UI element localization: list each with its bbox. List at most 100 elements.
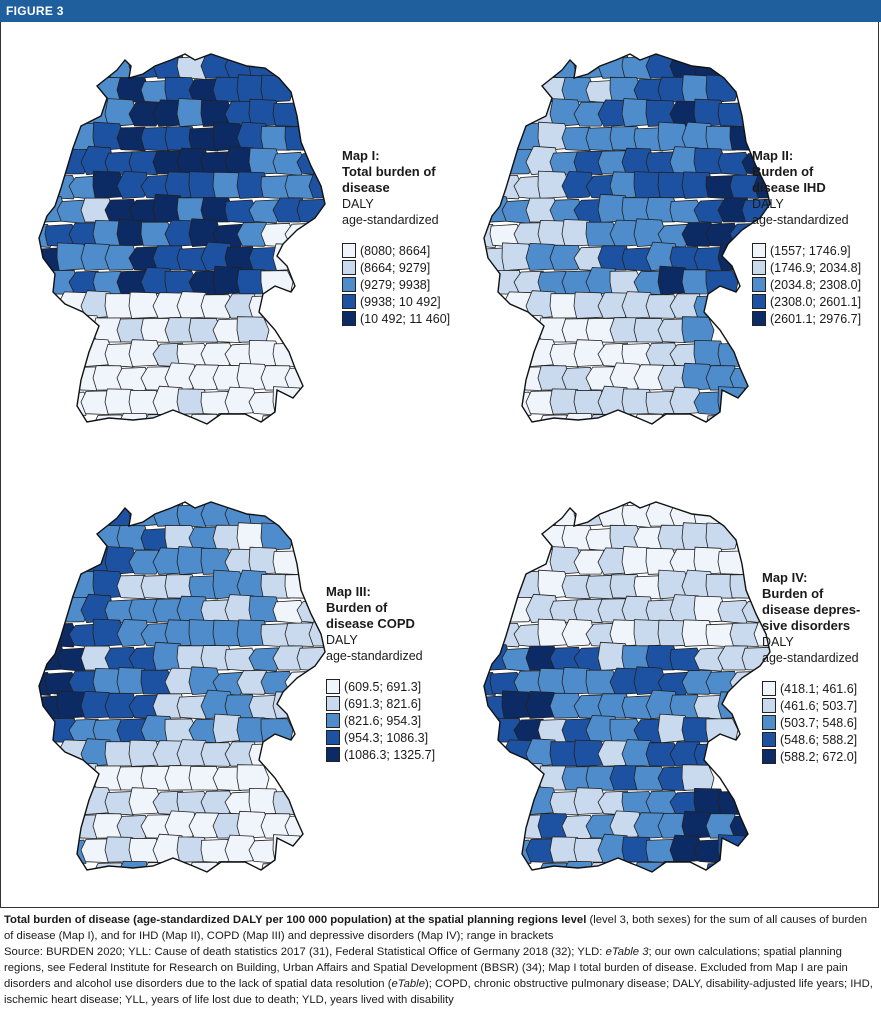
- planning-region: [272, 790, 306, 816]
- legend-swatch: [342, 294, 356, 309]
- map-depressive: [483, 501, 771, 873]
- planning-region: [39, 223, 54, 249]
- legend-swatch: [762, 715, 776, 730]
- legend-class-row: (548.6; 588.2]: [762, 731, 860, 748]
- legend-swatch: [762, 681, 776, 696]
- legend-swatch: [762, 698, 776, 713]
- planning-region: [128, 787, 162, 815]
- planning-region: [585, 413, 619, 424]
- planning-region: [296, 151, 325, 176]
- legend-swatch: [762, 732, 776, 747]
- planning-region: [272, 102, 306, 128]
- figure-caption: Total burden of disease (age-standardize…: [4, 912, 876, 1008]
- legend-range-label: (9279; 9938]: [360, 277, 431, 292]
- legend-unit: DALY: [762, 635, 794, 649]
- planning-region: [80, 55, 114, 80]
- planning-region: [717, 342, 751, 368]
- legend-class-row: (691.3; 821.6]: [326, 695, 435, 712]
- legend-swatch: [752, 260, 766, 275]
- planning-region: [729, 622, 763, 647]
- planning-region: [104, 244, 138, 271]
- legend-map-1: Map I: Total burden of disease DALY age-…: [342, 148, 450, 327]
- legend-class-row: (2034.8; 2308.0]: [752, 276, 861, 293]
- planning-region: [284, 622, 318, 647]
- figure-label: FIGURE 3: [6, 4, 64, 18]
- planning-region: [56, 339, 90, 367]
- planning-region: [44, 123, 78, 151]
- germany-outline: [38, 501, 326, 873]
- germany-outline: [38, 53, 326, 425]
- planning-region: [308, 621, 325, 647]
- planning-region: [561, 618, 595, 647]
- legend-range-label: (461.6; 503.7]: [780, 698, 858, 713]
- legend-range-label: (8664; 9279]: [360, 260, 431, 275]
- planning-region: [116, 618, 150, 647]
- legend-range-label: (9938; 10 492]: [360, 294, 441, 309]
- planning-region: [248, 647, 282, 672]
- legend-range-label: (821.6; 954.3]: [344, 713, 422, 728]
- legend-map-2: Map II: Burden of disease IHD DALY age-s…: [752, 148, 861, 327]
- caption-source: ; our own calculations; spatial planning…: [4, 946, 848, 990]
- planning-region: [585, 861, 619, 872]
- planning-region: [296, 599, 325, 624]
- planning-region: [561, 126, 595, 152]
- legend-title-line: Total burden of: [342, 164, 436, 179]
- legend-range-label: (2034.8; 2308.0]: [770, 277, 862, 292]
- planning-region: [236, 221, 270, 247]
- legend-method: age-standardized: [752, 213, 849, 227]
- planning-region: [128, 598, 162, 624]
- legend-title-line: Burden of: [762, 586, 824, 601]
- legend-swatch: [762, 749, 776, 764]
- legend-range-label: (503.7; 548.6]: [780, 715, 858, 730]
- legend-class-row: (1086.3; 1325.7]: [326, 746, 435, 763]
- planning-region: [116, 412, 150, 424]
- planning-region: [693, 502, 727, 527]
- planning-region: [693, 199, 727, 224]
- planning-region: [104, 546, 138, 576]
- planning-region: [188, 317, 222, 343]
- legend-swatch: [752, 243, 766, 258]
- planning-region: [597, 245, 631, 271]
- planning-region: [116, 126, 150, 152]
- planning-region: [128, 101, 162, 127]
- planning-region: [489, 123, 523, 151]
- legend-class-row: (461.6; 503.7]: [762, 697, 860, 714]
- planning-region: [188, 364, 222, 391]
- planning-region: [549, 692, 583, 719]
- legend-range-label: (418.1; 461.6]: [780, 681, 858, 696]
- legend-range-label: (1746.9; 2034.8]: [770, 260, 862, 275]
- planning-region: [501, 100, 535, 127]
- legend-class-row: (503.7; 548.6]: [762, 714, 860, 731]
- planning-region: [224, 386, 258, 416]
- planning-region: [248, 743, 282, 768]
- legend-class-row: (1557; 1746.9]: [752, 242, 861, 259]
- planning-region: [693, 295, 727, 320]
- planning-region: [561, 412, 595, 424]
- legend-title-line: disease IHD: [752, 180, 826, 195]
- legend-swatch: [326, 713, 340, 728]
- planning-region: [272, 645, 306, 671]
- planning-region: [200, 742, 234, 767]
- planning-region: [188, 765, 222, 791]
- legend-method: age-standardized: [762, 651, 859, 665]
- caption-text: (level 3, both sexes) for the sum of all…: [4, 914, 868, 942]
- legend-title-line: Burden of: [752, 164, 814, 179]
- caption-source: Source: BURDEN 2020; YLL: Cause of death…: [4, 946, 606, 958]
- legend-class-row: (2308.0; 2601.1]: [752, 293, 861, 310]
- germany-outline: [483, 53, 771, 425]
- legend-swatch: [342, 311, 356, 326]
- planning-region: [284, 174, 318, 199]
- legend-swatch: [752, 311, 766, 326]
- planning-region: [272, 550, 306, 576]
- planning-region: [645, 294, 679, 319]
- planning-region: [549, 244, 583, 271]
- planning-region: [248, 199, 282, 224]
- planning-region: [573, 339, 607, 367]
- planning-region: [104, 98, 138, 128]
- planning-region: [573, 598, 607, 624]
- legend-map-4: Map IV: Burden of disease depres- sive d…: [762, 570, 860, 765]
- legend-range-label: (1557; 1746.9]: [770, 243, 851, 258]
- planning-region: [525, 503, 559, 528]
- legend-title-line: Map II:: [752, 148, 794, 163]
- planning-region: [484, 223, 499, 249]
